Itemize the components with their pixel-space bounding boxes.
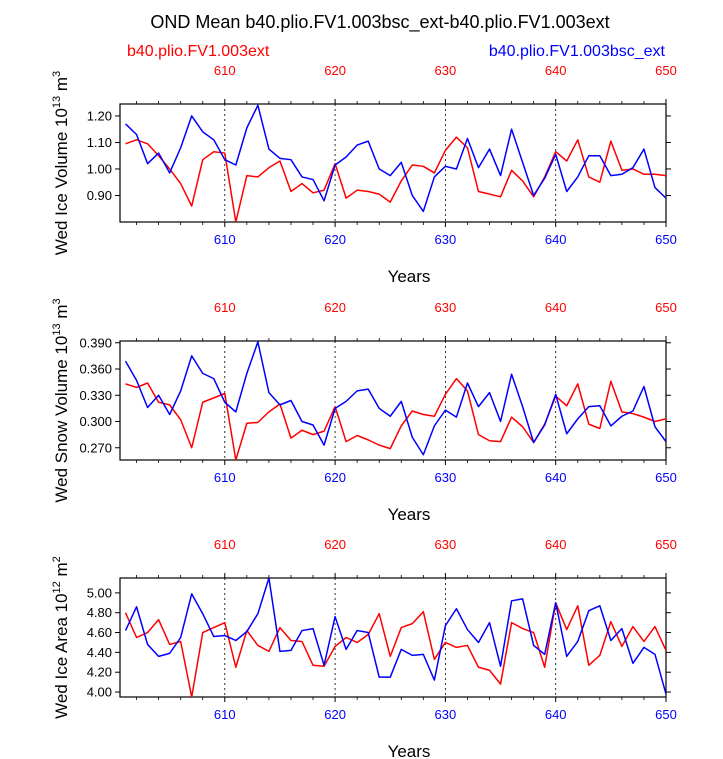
plot-frame	[119, 577, 667, 698]
x-tick-label-top: 640	[545, 300, 567, 315]
x-tick-label-bottom: 630	[435, 470, 457, 485]
x-axis-label: Years	[388, 267, 431, 286]
x-tick-label-bottom: 650	[655, 232, 677, 247]
y-tick-label: 4.00	[87, 685, 112, 700]
series-line-red	[125, 377, 666, 460]
series-line-blue	[124, 578, 666, 695]
y-axis-label-base: Wed Snow Volume 10	[52, 336, 71, 503]
y-axis-label-unit: m	[52, 77, 71, 96]
panel-1: 610 610 620 620 630 630 640 640 650 650 0.90 1.00 1.…	[51, 63, 677, 286]
x-tick-label-bottom: 620	[324, 707, 346, 722]
panel-2: 610 610 620 620 630 630 640 640 650 650 0.270 0.300…	[51, 298, 677, 524]
panel-3: 610 610 620 620 630 630 640 640 650 650 4.00 4.20 4.…	[51, 537, 677, 759]
x-tick-label-top: 640	[545, 537, 567, 552]
x-tick-label-bottom: 630	[435, 232, 457, 247]
x-axis-label: Years	[388, 505, 431, 524]
x-tick-label-bottom: 620	[324, 232, 346, 247]
y-axis-label-unit-exponent: 2	[51, 556, 63, 562]
y-tick-label: 4.40	[87, 645, 112, 660]
series-line-blue	[124, 341, 666, 456]
y-tick-label: 0.300	[79, 414, 112, 429]
x-tick-label-top: 640	[545, 63, 567, 78]
y-axis-label-unit: m	[52, 562, 71, 581]
x-tick-label-top: 630	[435, 300, 457, 315]
x-tick-label-top: 630	[435, 63, 457, 78]
y-axis-label-unit-exponent: 3	[51, 298, 63, 304]
panels: 610 610 620 620 630 630 640 640 650 650 0.90 1.00 1.…	[51, 63, 677, 759]
x-tick-label-top: 620	[324, 300, 346, 315]
y-axis-label-base: Wed Ice Volume 10	[52, 108, 71, 255]
x-tick-label-top: 650	[655, 63, 677, 78]
x-tick-label-top: 610	[214, 300, 236, 315]
y-tick-label: 4.80	[87, 605, 112, 620]
x-tick-label-bottom: 650	[655, 470, 677, 485]
y-axis-label-exponent: 13	[51, 96, 63, 108]
y-tick-label: 5.00	[87, 585, 112, 600]
y-tick-label: 1.10	[87, 135, 112, 150]
x-tick-label-top: 620	[324, 537, 346, 552]
figure-title: OND Mean b40.plio.FV1.003bsc_ext-b40.pli…	[150, 12, 609, 33]
y-tick-label: 0.360	[79, 362, 112, 377]
y-axis-label-exponent: 12	[51, 581, 63, 593]
x-tick-label-bottom: 610	[214, 707, 236, 722]
x-axis-label: Years	[388, 742, 431, 759]
y-axis-label: Wed Snow Volume 1013 m3	[51, 298, 71, 502]
legend-red-series: b40.plio.FV1.003ext	[127, 43, 270, 60]
x-tick-label-bottom: 640	[545, 232, 567, 247]
y-tick-label: 4.60	[87, 625, 112, 640]
y-tick-label: 4.20	[87, 665, 112, 680]
y-axis-label-unit-exponent: 3	[51, 71, 63, 77]
y-axis-label-unit: m	[52, 305, 71, 324]
y-axis-label-base: Wed Ice Area 10	[52, 593, 71, 718]
y-tick-label: 1.20	[87, 108, 112, 123]
y-axis-label-exponent: 13	[51, 323, 63, 335]
x-tick-label-bottom: 610	[214, 470, 236, 485]
x-tick-label-top: 610	[214, 537, 236, 552]
x-tick-label-top: 610	[214, 63, 236, 78]
y-tick-label: 0.90	[87, 188, 112, 203]
x-tick-label-top: 650	[655, 537, 677, 552]
y-tick-label: 0.330	[79, 388, 112, 403]
x-tick-label-bottom: 650	[655, 707, 677, 722]
legend-blue-series: b40.plio.FV1.003bsc_ext	[489, 43, 666, 60]
y-tick-label: 1.00	[87, 161, 112, 176]
series-line-blue	[125, 104, 666, 213]
x-tick-label-bottom: 640	[545, 470, 567, 485]
y-axis-label: Wed Ice Area 1012 m2	[51, 556, 71, 719]
x-tick-label-bottom: 610	[214, 232, 236, 247]
series-line-red	[124, 602, 666, 697]
y-tick-label: 0.390	[79, 335, 112, 350]
x-tick-label-top: 630	[435, 537, 457, 552]
plot-frame	[119, 340, 667, 461]
y-tick-label: 0.270	[79, 440, 112, 455]
x-tick-label-bottom: 640	[545, 707, 567, 722]
x-tick-label-bottom: 620	[324, 470, 346, 485]
x-tick-label-top: 650	[655, 300, 677, 315]
series-line-red	[125, 136, 666, 222]
x-tick-label-bottom: 630	[435, 707, 457, 722]
y-axis-label: Wed Ice Volume 1013 m3	[51, 71, 71, 255]
x-tick-label-top: 620	[324, 63, 346, 78]
plot-frame	[119, 103, 667, 223]
